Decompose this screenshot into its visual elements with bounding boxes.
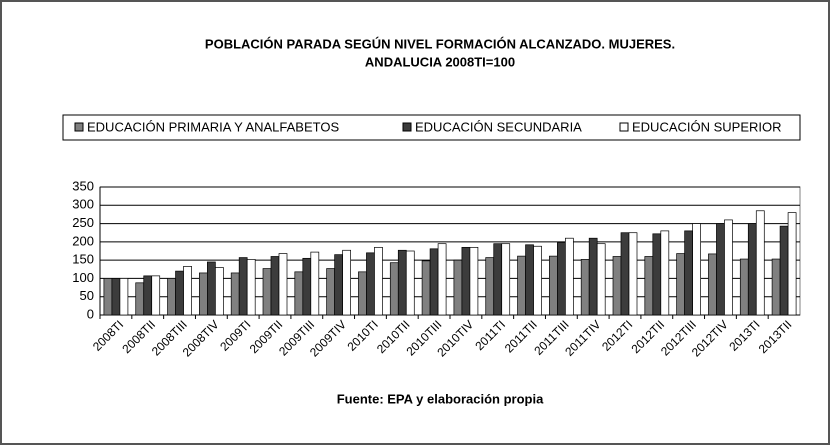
legend-label: EDUCACIÓN PRIMARIA Y ANALFABETOS [87,119,339,134]
bar [533,245,542,316]
bar [215,267,224,316]
bar [596,243,606,316]
legend-swatch [402,122,412,132]
bar [421,260,431,316]
bar [230,272,240,316]
y-tick-label: 250 [72,215,94,230]
y-tick-label: 50 [80,288,94,303]
bar [270,256,280,316]
y-tick-label: 100 [72,270,94,285]
legend-swatch [74,122,84,132]
bar [366,252,375,316]
bar [262,268,272,316]
bar [342,249,351,316]
bar [135,282,145,316]
bar [501,243,511,316]
bar [485,257,495,316]
bar [708,253,717,316]
bar [747,223,757,316]
bar [326,268,335,316]
bar [771,258,781,316]
bar [437,243,447,316]
bar [644,256,654,316]
chart-title: POBLACIÓN PARADA SEGÚN NIVEL FORMACIÓN A… [205,36,675,51]
bar [565,237,574,316]
bar [246,259,256,316]
bar [461,246,471,316]
legend-label: EDUCACIÓN SECUNDARIA [415,119,582,134]
bar [628,232,638,316]
bar [167,278,176,316]
bar [676,253,685,316]
bar [334,254,343,316]
bar [175,270,184,316]
bar [405,250,415,316]
bar [207,261,216,316]
legend-label: EDUCACIÓN SUPERIOR [632,119,782,134]
bar [119,278,129,316]
bar [302,257,312,316]
bar [429,248,439,316]
bar [389,262,399,316]
bar [692,223,701,316]
bar [310,251,320,316]
bar [787,212,797,316]
bar [620,232,630,316]
bar [397,249,407,316]
bar [183,266,192,316]
bar [103,278,113,316]
bar [238,257,248,316]
bar [469,246,479,316]
bar [549,255,558,316]
bar [294,271,304,316]
y-tick-label: 300 [72,197,94,212]
y-tick-label: 200 [72,233,94,248]
bar [111,278,121,316]
bar [588,237,598,316]
legend-swatch [619,122,629,132]
y-tick-label: 350 [72,178,94,193]
bar [493,243,503,316]
bar [684,230,693,316]
bar [739,258,749,316]
bar [716,223,725,316]
bar [278,253,288,316]
bar [358,271,367,316]
bar [151,275,161,316]
source: Fuente: EPA y elaboración propia [337,391,544,406]
bar [755,210,765,316]
bar [779,225,789,316]
bar [199,272,208,316]
bar [652,233,662,316]
bar [143,275,153,316]
bar [580,259,590,316]
bar [517,255,526,316]
bar [557,242,566,316]
chart-subtitle: ANDALUCIA 2008TI=100 [365,54,515,69]
y-tick-label: 150 [72,252,94,267]
bar [660,230,670,316]
bar [374,246,383,316]
bar [612,256,622,316]
y-tick-label: 0 [87,306,94,321]
bar [724,219,733,316]
bar [453,259,463,316]
bar [525,244,534,316]
legend-box [62,114,801,141]
